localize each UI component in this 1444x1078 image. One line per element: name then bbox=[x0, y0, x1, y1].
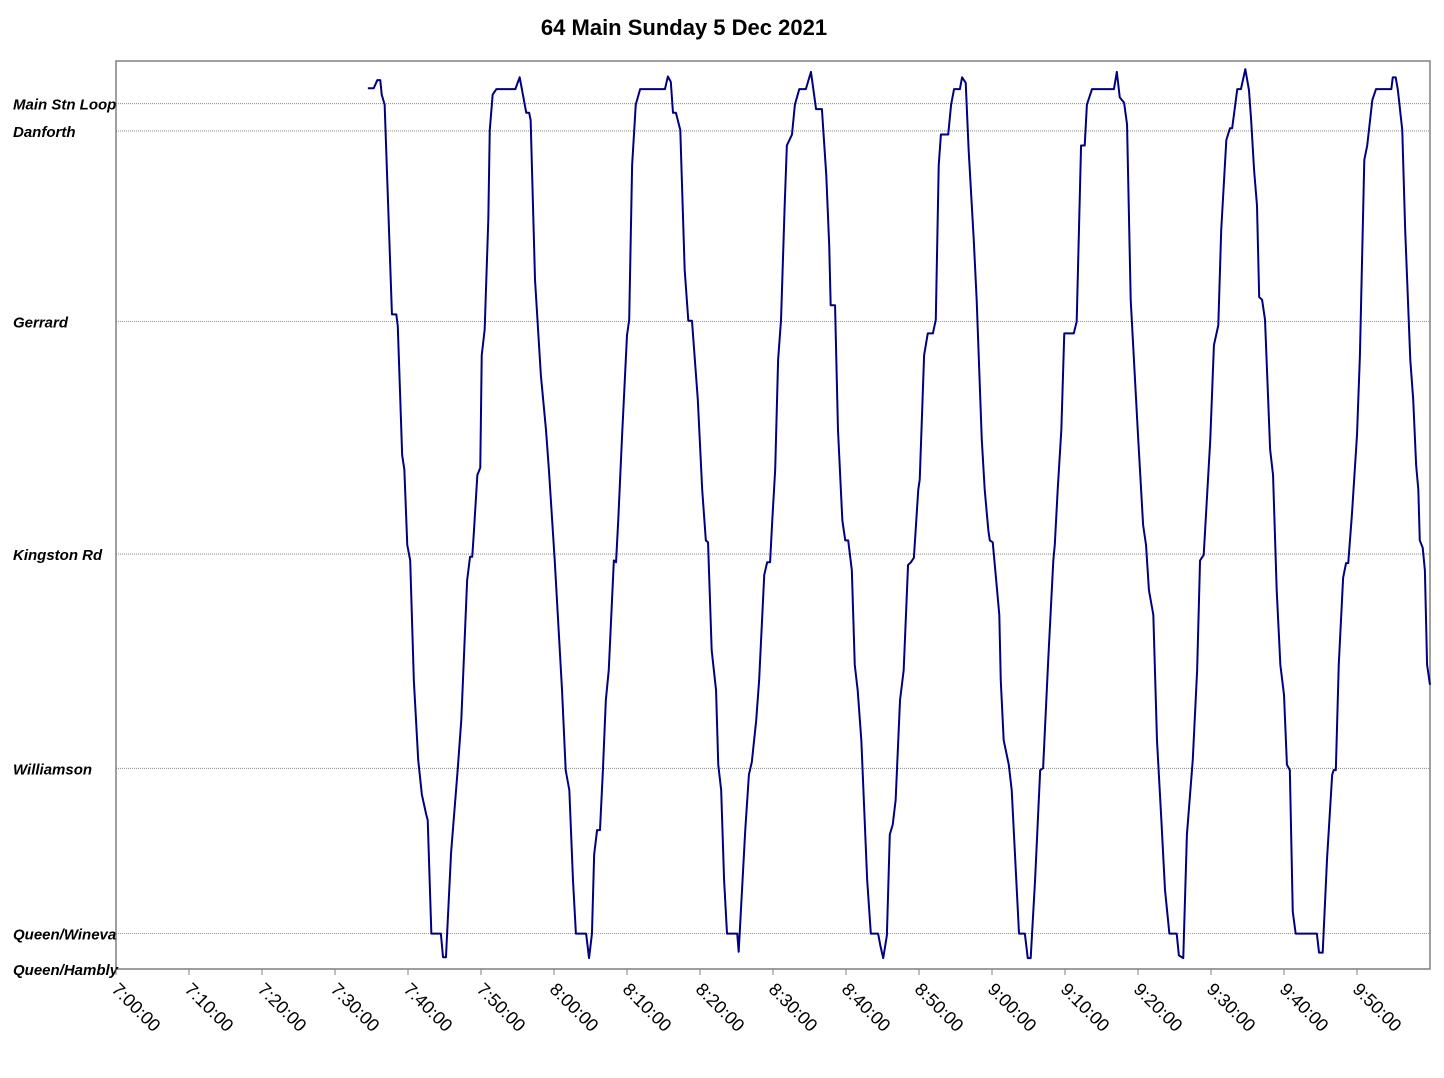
x-tick-label: 7:00:00 bbox=[108, 979, 165, 1036]
x-tick-label: 8:00:00 bbox=[546, 979, 603, 1036]
x-tick-label: 7:20:00 bbox=[254, 979, 311, 1036]
y-tick-label: Queen/Wineva bbox=[13, 927, 116, 944]
x-tick-label: 7:40:00 bbox=[400, 979, 457, 1036]
y-tick-label: Danforth bbox=[13, 124, 76, 141]
x-tick-label: 9:00:00 bbox=[984, 979, 1041, 1036]
y-tick-label: Main Stn Loop bbox=[13, 97, 116, 114]
y-tick-label: Kingston Rd bbox=[13, 547, 103, 564]
y-tick-label: Gerrard bbox=[13, 315, 69, 332]
chart-title: 64 Main Sunday 5 Dec 2021 bbox=[541, 15, 827, 40]
x-tick-label: 9:50:00 bbox=[1349, 979, 1406, 1036]
x-tick-label: 9:20:00 bbox=[1130, 979, 1187, 1036]
x-tick-label: 8:30:00 bbox=[765, 979, 822, 1036]
x-tick-label: 8:10:00 bbox=[619, 979, 676, 1036]
y-tick-label: Williamson bbox=[13, 761, 92, 778]
x-tick-label: 7:10:00 bbox=[181, 979, 238, 1036]
x-tick-label: 9:10:00 bbox=[1057, 979, 1114, 1036]
y-tick-label: Queen/Hambly bbox=[13, 962, 119, 979]
x-tick-label: 7:50:00 bbox=[473, 979, 530, 1036]
x-tick-label: 9:40:00 bbox=[1276, 979, 1333, 1036]
x-tick-label: 7:30:00 bbox=[327, 979, 384, 1036]
x-tick-label: 8:40:00 bbox=[838, 979, 895, 1036]
data-line bbox=[367, 68, 1431, 960]
x-tick-label: 9:30:00 bbox=[1203, 979, 1260, 1036]
x-tick-label: 8:50:00 bbox=[911, 979, 968, 1036]
x-tick-label: 8:20:00 bbox=[692, 979, 749, 1036]
